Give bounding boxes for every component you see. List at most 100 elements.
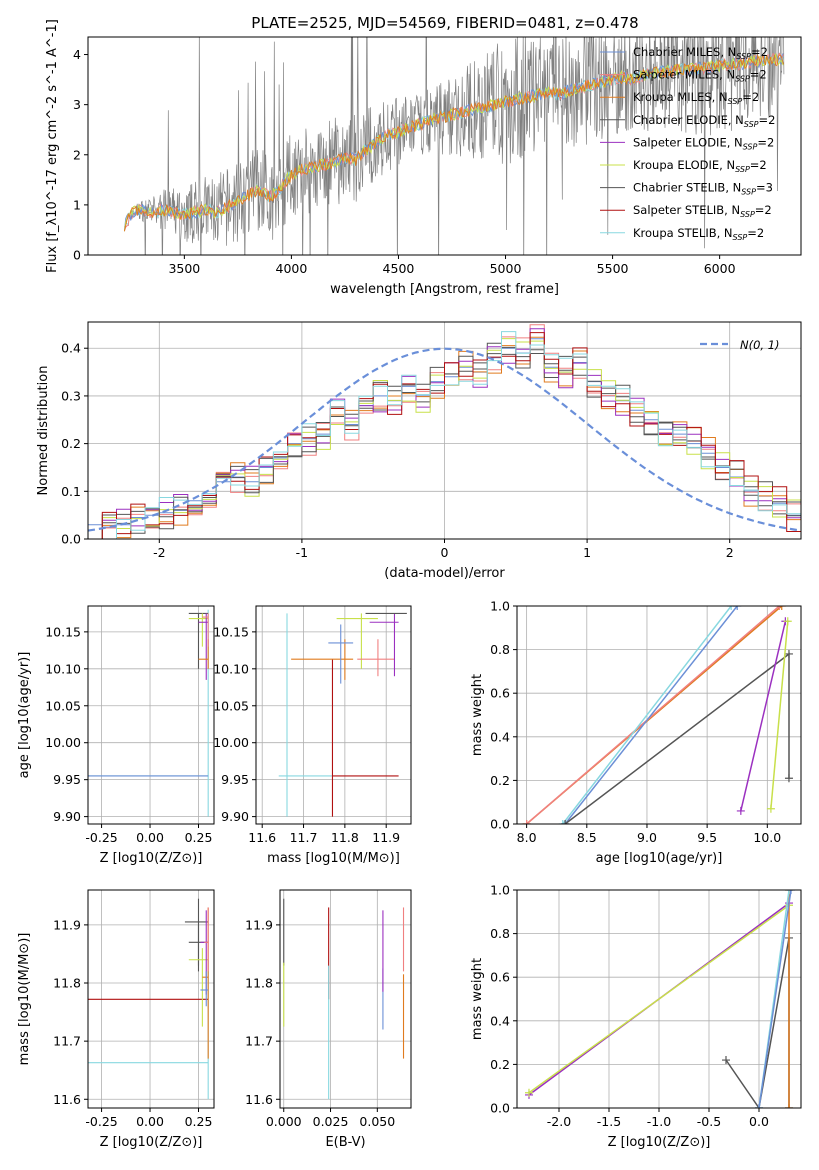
x-tick-label: 0 [441, 545, 449, 560]
x-tick-label: 11.9 [372, 830, 400, 845]
panel-z_age: -0.25 0.00 0.25 9.90 9.95 10.00 10.05 10.10 10.1… [17, 605, 215, 866]
legend-label-subscript: SSP [735, 165, 750, 174]
x-tick-label: -0.25 [85, 1114, 117, 1129]
y-tick-label: 1 [73, 197, 81, 212]
x-tick-label: 1 [583, 545, 591, 560]
x-tick-label: 3500 [168, 261, 200, 276]
observed-spectrum [124, 37, 785, 255]
legend-label: Chabrier MILES, NSSP=2 [633, 45, 768, 61]
point-marker [522, 820, 531, 824]
line-series [564, 652, 790, 824]
panel-ebv_mass: 0.000 0.025 0.050 11.6 11.7 11.8 11.9 E(B-V) [245, 889, 412, 1150]
legend-label: Salpeter MILES, NSSP=2 [633, 68, 767, 84]
point-marker [561, 820, 570, 824]
legend-label-subscript: SSP [744, 120, 759, 129]
y-tick-label: 11.9 [53, 917, 81, 932]
legend-label-part: Chabrier ELODIE, N [633, 113, 744, 127]
panel-age_weight: 8.0 8.5 9.0 9.5 10.0 0.0 0.2 0.4 0.6 0.8 1.0 age [l… [470, 599, 802, 866]
legend-label: Kroupa STELIB, NSSP=2 [633, 226, 764, 242]
y-tick-label: 10.00 [213, 735, 249, 750]
axes-frame [87, 605, 215, 825]
legend-label-part: Kroupa MILES, N [633, 90, 728, 104]
model-fit-salpeter_miles [123, 52, 784, 232]
y-tick-label: 2 [73, 147, 81, 162]
x-tick-label: 0.0 [749, 1114, 769, 1129]
y-tick-label: 0 [73, 248, 81, 263]
plot-area [88, 606, 214, 824]
y-axis-label: Normed distribution [36, 366, 51, 496]
legend-label: Salpeter ELODIE, NSSP=2 [633, 135, 774, 151]
line-series [526, 606, 780, 824]
figure-title: PLATE=2525, MJD=54569, FIBERID=0481, z=0… [251, 14, 638, 32]
axes-frame [279, 889, 412, 1109]
panel-mass_age: 11.6 11.7 11.8 11.9 9.90 9.95 10.00 10.05 10.10 1… [213, 605, 412, 866]
y-tick-label: 11.8 [53, 976, 81, 991]
point-marker [722, 1056, 730, 1065]
y-tick-label: 10.00 [45, 735, 81, 750]
line-series [564, 606, 738, 824]
point-marker [785, 1104, 793, 1108]
x-tick-label: 4000 [276, 261, 308, 276]
legend-label-subscript: SSP [736, 52, 751, 61]
y-tick-label: 9.95 [53, 772, 81, 787]
y-tick-label: 9.95 [221, 772, 249, 787]
legend-label-part: =3 [756, 181, 773, 195]
y-axis-label: age [log10(age/yr)] [17, 652, 32, 779]
panel-z_weight: -2.0 -1.5 -1.0 -0.5 0.0 0.0 0.2 0.4 0.6 0.8 1.0 Z [… [470, 883, 802, 1150]
x-tick-label: 0.050 [359, 1114, 395, 1129]
y-tick-label: 9.90 [53, 809, 81, 824]
x-tick-label: 4500 [383, 261, 415, 276]
point-marker [775, 606, 784, 610]
legend-label: Chabrier STELIB, NSSP=3 [633, 181, 773, 197]
x-tick-label: 0.025 [313, 1114, 349, 1129]
y-tick-label: 0.4 [490, 729, 510, 744]
legend: N(0, 1) [700, 338, 780, 352]
x-tick-label: 8.0 [517, 830, 537, 845]
axes-frame [255, 605, 412, 825]
legend-label-part: Salpeter MILES, N [633, 68, 735, 82]
x-axis-label: Z [log10(Z/Z⊙)] [100, 851, 203, 866]
y-tick-label: 10.15 [45, 624, 81, 639]
x-axis-label: age [log10(age/yr)] [596, 851, 723, 866]
point-marker [755, 1104, 763, 1108]
x-axis-label: E(B-V) [325, 1135, 365, 1150]
axes-frame [516, 605, 802, 825]
point-marker [736, 806, 745, 815]
x-tick-label: -0.25 [85, 830, 117, 845]
y-tick-label: 11.6 [245, 1092, 273, 1107]
line-series [528, 904, 790, 1094]
x-tick-label: -2.0 [547, 1114, 571, 1129]
legend-label: N(0, 1) [740, 338, 780, 352]
y-axis-label: mass [log10(M/M⊙)] [17, 933, 32, 1066]
y-tick-label: 10.05 [45, 698, 81, 713]
y-tick-label: 0.0 [490, 817, 510, 832]
x-tick-label: 0.000 [266, 1114, 302, 1129]
legend-label-part: =2 [759, 113, 776, 127]
x-axis-label: Z [log10(Z/Z⊙)] [100, 1135, 203, 1150]
legend-label-subscript: SSP [735, 75, 750, 84]
y-tick-label: 1.0 [490, 599, 510, 614]
x-tick-label: 5000 [490, 261, 522, 276]
x-tick-label: -1.5 [597, 1114, 621, 1129]
x-tick-label: 9.5 [697, 830, 717, 845]
legend-label-part: Salpeter STELIB, N [633, 203, 740, 217]
x-tick-label: 9.0 [637, 830, 657, 845]
x-tick-label: 11.6 [248, 830, 276, 845]
y-tick-label: 3 [73, 97, 81, 112]
point-marker [558, 820, 567, 824]
y-tick-label: 0.4 [490, 1013, 510, 1028]
legend-label-part: =2 [750, 158, 767, 172]
y-tick-label: 10.10 [45, 661, 81, 676]
point-marker [727, 606, 736, 610]
y-tick-label: 0.2 [490, 773, 510, 788]
line-series [758, 890, 792, 1108]
x-axis-label: mass [log10(M/M⊙)] [267, 851, 400, 866]
model-fit-kroupa_miles [123, 53, 784, 232]
x-tick-label: -2 [153, 545, 165, 560]
plot-area [517, 606, 801, 824]
x-tick-label: 11.8 [331, 830, 359, 845]
x-tick-label: 10.0 [753, 830, 781, 845]
